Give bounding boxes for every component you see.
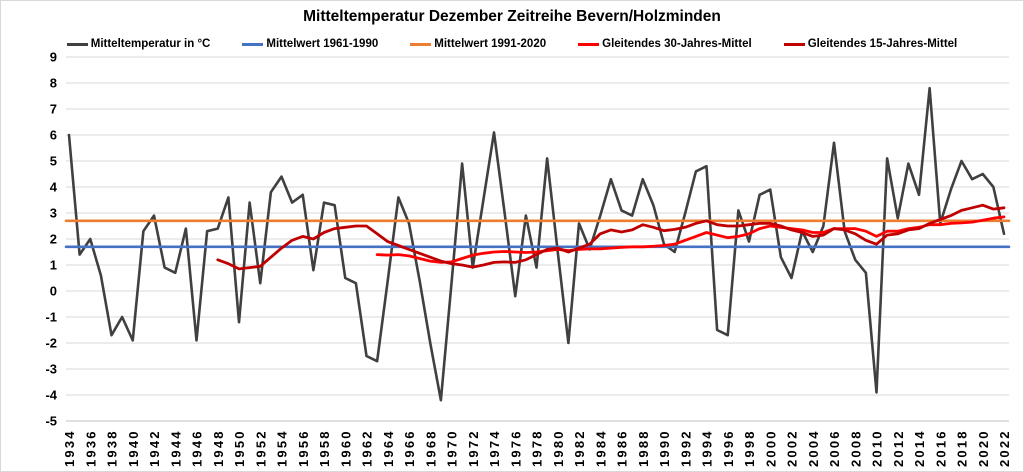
x-axis-label: 1984 — [593, 429, 608, 467]
legend-item-mitteltemperatur-in-c: Mitteltemperatur in °C — [66, 38, 211, 50]
x-axis-label: 2010 — [870, 429, 885, 467]
x-axis-label: 1968 — [423, 429, 438, 467]
y-axis-label: 7 — [50, 102, 57, 117]
legend-item-gleitendes-30-jahres-mittel: Gleitendes 30-Jahres-Mittel — [578, 38, 752, 50]
x-axis-label: 1994 — [700, 429, 715, 467]
x-axis-label: 2002 — [785, 429, 800, 467]
legend-label: Gleitendes 30-Jahres-Mittel — [602, 38, 752, 50]
x-axis-label: 1996 — [721, 429, 736, 467]
chart-title: Mitteltemperatur Dezember Zeitreihe Beve… — [303, 8, 721, 25]
legend-item-mittelwert-1991-2020: Mittelwert 1991-2020 — [410, 38, 546, 50]
y-axis-label: -3 — [45, 362, 57, 377]
x-axis-label: 1976 — [508, 429, 523, 467]
y-axis-label: 6 — [50, 128, 57, 143]
legend-line-swatch — [783, 42, 805, 46]
x-axis-label: 1956 — [296, 429, 311, 467]
x-axis-label: 1966 — [402, 429, 417, 467]
legend-label: Mittelwert 1991-2020 — [434, 38, 547, 50]
legend-line-swatch — [410, 42, 432, 46]
y-axis-label: -4 — [45, 388, 57, 403]
legend-item-gleitendes-15-jahres-mittel: Gleitendes 15-Jahres-Mittel — [783, 38, 958, 50]
x-axis-label: 1938 — [105, 429, 120, 467]
y-axis-label: 0 — [50, 284, 57, 299]
x-axis-label: 1972 — [466, 429, 481, 467]
x-axis-label: 1988 — [636, 429, 651, 467]
x-axis-label: 1978 — [530, 429, 545, 467]
x-axis-label: 1990 — [657, 429, 672, 467]
x-axis-label: 2014 — [912, 429, 927, 467]
x-axis-label: 1952 — [253, 429, 268, 467]
y-axis-label: -5 — [45, 414, 57, 429]
x-axis-label: 1960 — [338, 429, 353, 467]
series-mitteltemperatur-in-c-line — [67, 86, 1006, 402]
x-axis-label: 1970 — [445, 429, 460, 467]
x-axis-label: 1940 — [126, 429, 141, 467]
y-axis-label: 3 — [50, 206, 57, 221]
x-axis-label: 2018 — [955, 429, 970, 467]
x-axis-label: 1982 — [572, 429, 587, 467]
x-axis-label: 1942 — [147, 429, 162, 467]
legend-line-swatch — [66, 42, 88, 46]
x-axis-label: 1986 — [615, 429, 630, 467]
legend-label: Mitteltemperatur in °C — [90, 38, 211, 50]
x-axis-label: 1958 — [317, 429, 332, 467]
legend-label: Mittelwert 1961-1990 — [266, 38, 379, 50]
series-gleitendes-15-jahres-mittel-line — [216, 203, 1006, 271]
x-axis-label: 1944 — [168, 429, 183, 467]
x-axis-label: 1992 — [678, 429, 693, 467]
y-axis-label: -2 — [45, 336, 57, 351]
x-axis-label: 1980 — [551, 429, 566, 467]
x-axis-label: 1934 — [62, 429, 77, 467]
x-axis-label: 1998 — [742, 429, 757, 467]
x-axis-label: 1948 — [211, 429, 226, 467]
x-axis-label: 1954 — [275, 429, 290, 467]
y-axis-label: 9 — [50, 50, 57, 65]
x-axis-label: 2016 — [933, 429, 948, 467]
chart-legend: Mitteltemperatur in °C Mittelwert 1961-19… — [1, 36, 1023, 52]
x-axis-label: 2020 — [976, 429, 991, 467]
x-axis-label: 2004 — [806, 429, 821, 467]
y-axis-label: 5 — [50, 154, 57, 169]
y-axis-label: -1 — [45, 310, 57, 325]
x-axis-label: 1950 — [232, 429, 247, 467]
legend-line-swatch — [578, 42, 600, 46]
y-axis-label: 8 — [50, 76, 57, 91]
x-axis-label: 2022 — [997, 429, 1012, 467]
x-axis-label: 1936 — [83, 429, 98, 467]
x-axis-label: 2000 — [763, 429, 778, 467]
series-gleitendes-30-jahres-mittel-line — [375, 215, 1006, 264]
legend-item-mittelwert-1961-1990: Mittelwert 1961-1990 — [242, 38, 378, 50]
legend-line-swatch — [242, 42, 264, 46]
x-axis-label: 2008 — [848, 429, 863, 467]
legend-label: Gleitendes 15-Jahres-Mittel — [807, 38, 958, 50]
x-axis-label: 1974 — [487, 429, 502, 467]
y-axis-label: 2 — [50, 232, 57, 247]
x-axis-label: 1962 — [360, 429, 375, 467]
x-axis-label: 2012 — [891, 429, 906, 467]
x-axis-label: 2006 — [827, 429, 842, 467]
y-axis-label: 4 — [50, 180, 58, 195]
y-axis-label: 1 — [50, 258, 57, 273]
x-axis-label: 1946 — [190, 429, 205, 467]
x-axis-label: 1964 — [381, 429, 396, 467]
